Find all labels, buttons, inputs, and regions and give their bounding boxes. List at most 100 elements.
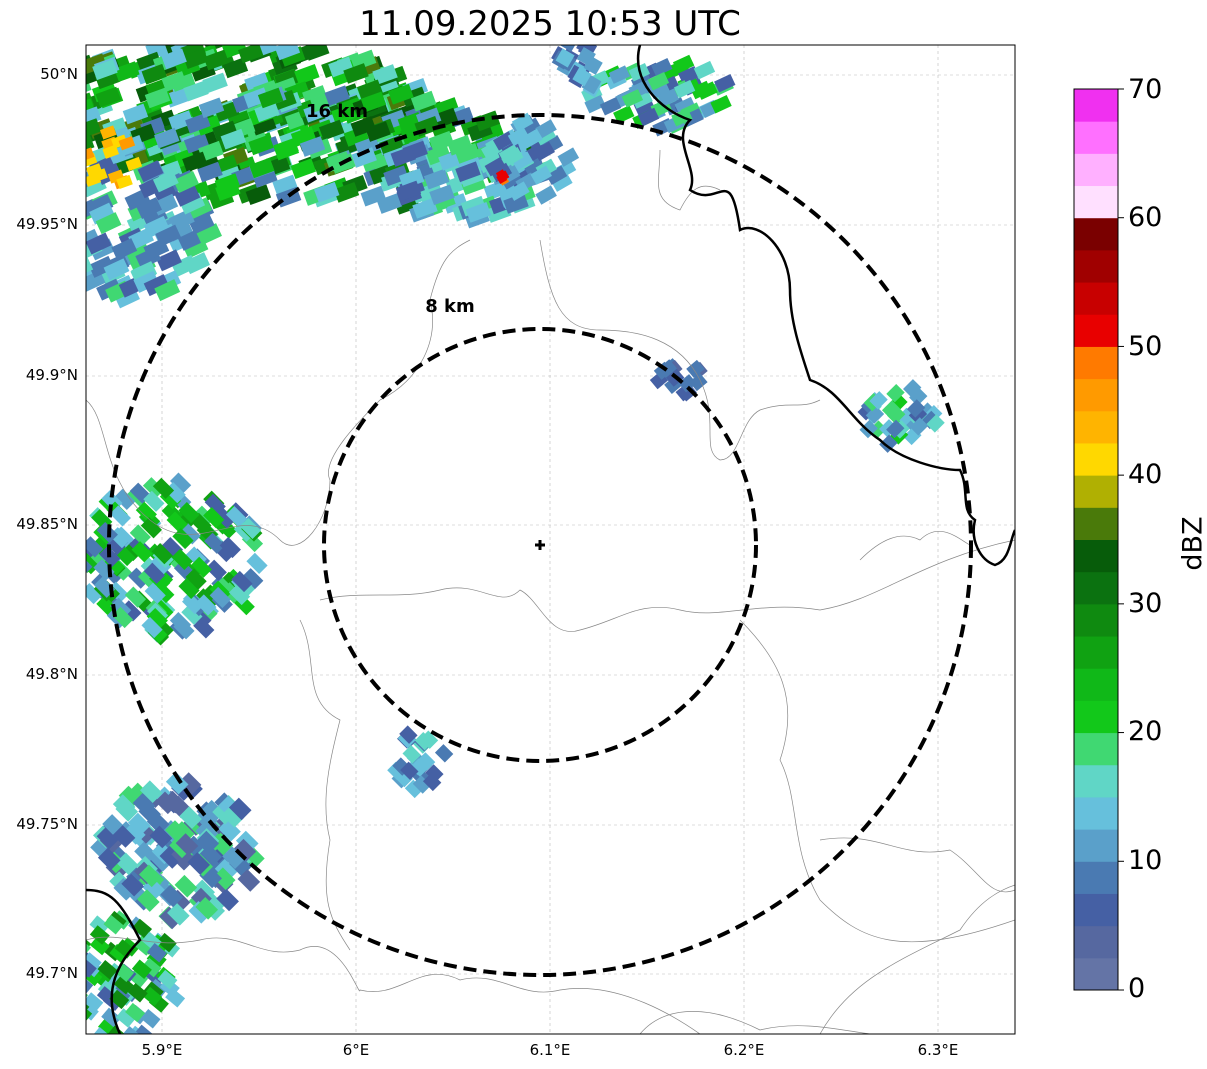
reflectivity-cell	[175, 833, 199, 856]
x-tick-label: 6°E	[342, 1041, 370, 1059]
reflectivity-cell	[414, 732, 434, 751]
y-tick-label: 49.75°N	[16, 815, 78, 833]
reflectivity-cell	[397, 111, 424, 133]
reflectivity-cell	[859, 419, 878, 439]
reflectivity-cell	[455, 161, 481, 183]
reflectivity-cell	[314, 181, 340, 203]
reflectivity-cell	[401, 86, 427, 108]
reflectivity-cell	[114, 61, 140, 82]
reflectivity-cell	[143, 238, 170, 260]
range-rings	[107, 113, 973, 977]
reflectivity-cell	[140, 1009, 161, 1029]
reflectivity-cell	[129, 524, 151, 546]
reflectivity-cell	[214, 101, 240, 122]
reflectivity-cell	[246, 552, 268, 574]
reflectivity-cell	[49, 85, 74, 106]
reflectivity-cell	[96, 826, 120, 850]
reflectivity-cell	[165, 771, 189, 795]
reflectivity-cell	[112, 825, 136, 848]
reflectivity-cell	[86, 232, 112, 255]
range-ring-16km	[107, 113, 973, 977]
reflectivity-cell	[144, 582, 166, 604]
reflectivity-cell	[89, 202, 115, 225]
reflectivity-cell	[693, 60, 716, 80]
colorbar-bin	[1074, 346, 1118, 380]
reflectivity-cell	[182, 151, 208, 173]
reflectivity-cell	[138, 801, 162, 825]
reflectivity-cell	[134, 841, 157, 865]
reflectivity-cell	[507, 126, 530, 147]
reflectivity-cell	[166, 511, 188, 533]
reflectivity-cell	[109, 505, 131, 527]
reflectivity-cell	[58, 84, 83, 105]
reflectivity-cell	[114, 939, 135, 959]
reflectivity-cell	[244, 72, 270, 93]
reflectivity-cell	[613, 105, 635, 124]
reflectivity-cell	[121, 1026, 142, 1034]
range-ring-label-8km: 8 km	[425, 296, 475, 317]
reflectivity-cell	[434, 744, 454, 763]
reflectivity-cell	[86, 134, 95, 155]
colorbar-bin	[1074, 249, 1118, 283]
reflectivity-cell	[86, 1001, 99, 1021]
reflectivity-cell	[608, 65, 631, 84]
reflectivity-cell	[249, 157, 275, 179]
reflectivity-cell	[221, 804, 245, 828]
reflectivity-cell	[376, 193, 403, 214]
reflectivity-cell	[143, 562, 166, 584]
colorbar-bin	[1074, 314, 1118, 347]
reflectivity-cell	[42, 123, 67, 144]
reflectivity-cell	[651, 58, 673, 77]
reflectivity-cell	[182, 48, 209, 69]
reflectivity-cell	[205, 559, 227, 581]
reflectivity-cell	[131, 541, 153, 563]
country-border	[86, 45, 1015, 1034]
reflectivity-cell	[387, 761, 406, 781]
colorbar-bin	[1074, 475, 1118, 508]
reflectivity-cell	[115, 852, 139, 876]
colorbar-tick-label: 60	[1128, 202, 1163, 233]
reflectivity-cell	[195, 897, 219, 920]
reflectivity-cell	[221, 45, 248, 59]
colorbar-tick-label: 50	[1128, 331, 1163, 362]
reflectivity-cell	[324, 85, 350, 107]
reflectivity-cell	[254, 101, 280, 123]
reflectivity-cell	[190, 556, 212, 578]
reflectivity-cell	[425, 764, 444, 783]
reflectivity-cell	[161, 48, 187, 70]
reflectivity-cell	[169, 472, 192, 494]
reflectivity-cell	[530, 165, 553, 185]
reflectivity-cell	[183, 132, 210, 154]
reflectivity-cell	[881, 400, 901, 419]
reflectivity-cell	[115, 1008, 136, 1028]
colorbar-bin	[1074, 829, 1118, 862]
reflectivity-cell	[132, 918, 153, 939]
reflectivity-cell	[557, 147, 580, 167]
reflectivity-cell	[484, 157, 507, 177]
reflectivity-cell	[678, 383, 697, 402]
reflectivity-cell	[648, 80, 671, 100]
reflectivity-cell	[151, 542, 173, 565]
reflectivity-cell	[290, 158, 317, 180]
reflectivity-cell	[50, 96, 75, 117]
reflectivity-cell	[696, 81, 718, 100]
reflectivity-cell	[127, 982, 148, 1003]
reflectivity-cell	[124, 586, 147, 608]
reflectivity-cell	[429, 184, 455, 206]
range-ring-label-16km: 16 km	[306, 101, 368, 122]
reflectivity-cell	[689, 372, 708, 392]
reflectivity-cell	[86, 553, 93, 576]
reflectivity-cell	[143, 490, 165, 512]
reflectivity-cell	[56, 980, 76, 999]
reflectivity-cell	[909, 387, 928, 406]
reflectivity-cell	[171, 548, 193, 571]
range-ring-8km	[322, 327, 758, 763]
reflectivity-cell	[228, 583, 251, 606]
reflectivity-cell	[357, 79, 383, 101]
reflectivity-cell	[111, 606, 134, 629]
reflectivity-cell	[178, 577, 200, 599]
reflectivity-cell	[887, 405, 906, 425]
colorbar-bin	[1074, 796, 1118, 830]
reflectivity-cell	[879, 434, 898, 453]
reflectivity-cell	[390, 146, 417, 167]
